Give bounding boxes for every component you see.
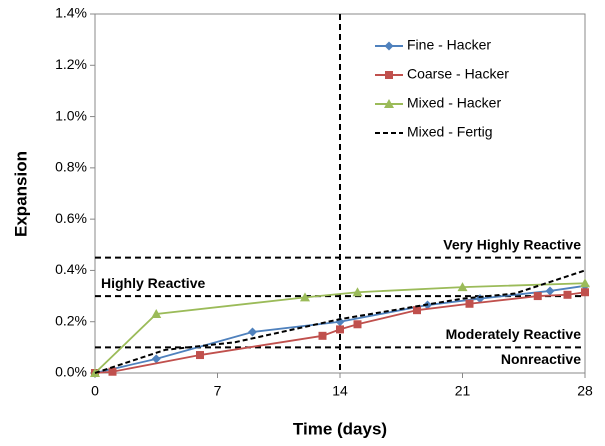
- x-axis-label: Time (days): [293, 419, 387, 438]
- x-tick-label: 14: [332, 383, 348, 399]
- data-point: [353, 320, 362, 329]
- y-tick-label: 1.4%: [55, 5, 87, 21]
- legend-label: Coarse - Hacker: [407, 66, 509, 82]
- y-tick-label: 0.4%: [55, 261, 87, 277]
- legend-marker: [384, 99, 394, 108]
- y-tick-label: 1.2%: [55, 56, 87, 72]
- data-point: [465, 299, 474, 308]
- data-point: [318, 331, 327, 340]
- legend-label: Fine - Hacker: [407, 37, 491, 53]
- data-point: [545, 286, 555, 296]
- data-point: [151, 309, 162, 319]
- y-tick-label: 0.8%: [55, 159, 87, 175]
- data-point: [580, 278, 590, 288]
- data-point: [457, 282, 468, 292]
- data-point: [533, 292, 542, 301]
- legend-label: Mixed - Fertig: [407, 124, 493, 140]
- series-line: [94, 269, 586, 374]
- x-tick-label: 0: [91, 383, 99, 399]
- reference-label: Very Highly Reactive: [443, 236, 581, 252]
- x-tick-label: 7: [214, 383, 222, 399]
- y-tick-label: 0.0%: [55, 364, 87, 380]
- y-tick-label: 1.0%: [55, 107, 87, 123]
- legend-marker: [385, 71, 393, 79]
- data-point: [352, 287, 363, 297]
- data-point: [336, 325, 344, 334]
- data-point: [248, 327, 257, 337]
- data-point: [563, 290, 572, 299]
- reference-label: Highly Reactive: [101, 275, 205, 291]
- data-point: [413, 306, 421, 315]
- legend-marker: [384, 41, 394, 51]
- data-point: [108, 367, 117, 376]
- x-tick-label: 21: [455, 383, 471, 399]
- reference-label: Moderately Reactive: [446, 326, 582, 342]
- reference-label: Nonreactive: [501, 351, 581, 367]
- y-axis-label: Expansion: [11, 151, 30, 237]
- series-line: [94, 282, 586, 374]
- y-tick-label: 0.2%: [55, 312, 87, 328]
- data-point: [581, 288, 589, 297]
- data-point: [151, 354, 161, 364]
- y-tick-label: 0.6%: [55, 210, 87, 226]
- data-point: [300, 292, 310, 302]
- data-point: [196, 351, 204, 360]
- x-tick-label: 28: [577, 383, 593, 399]
- legend-label: Mixed - Hacker: [407, 95, 501, 111]
